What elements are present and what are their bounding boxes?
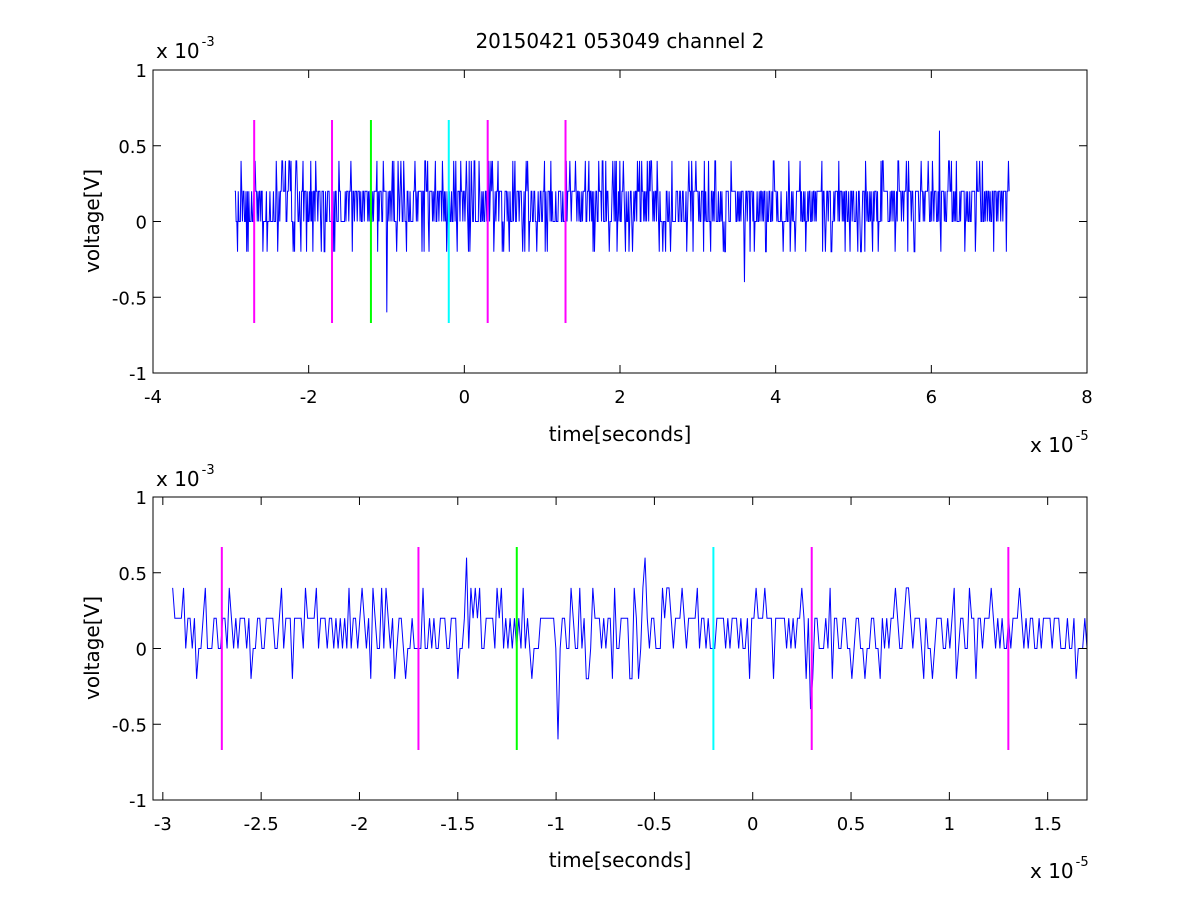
bottom-x-tick-label: -3: [154, 814, 172, 835]
bottom-signal-trace-layer: [172, 557, 1088, 740]
bottom-x-tick-label: 1.5: [1033, 814, 1062, 835]
bottom-y-tick-label: -1: [129, 791, 147, 812]
bottom-x-multiplier: x 10 -5: [1030, 855, 1089, 883]
top-x-tick-label: 4: [770, 387, 781, 408]
bottom-y-axis-label: voltage[V]: [80, 596, 104, 700]
bottom-ticks: -3 -2.5 -2 -1.5 -1 -0.5 0 0.5 1 1.5 -1 -0.5 0 0.5 1: [112, 488, 1087, 835]
bottom-x-axis-label: time[seconds]: [549, 848, 692, 872]
bottom-signal-trace: [172, 557, 1088, 740]
bottom-subplot: -3 -2.5 -2 -1.5 -1 -0.5 0 0.5 1 1.5 -1 -0.5 0 0.5 1 ti…: [80, 463, 1089, 883]
figure-title: 20150421 053049 channel 2: [475, 29, 764, 53]
top-x-tick-label: -2: [300, 387, 318, 408]
top-x-tick-label: 8: [1081, 387, 1092, 408]
top-y-tick-label: 1: [136, 61, 147, 82]
top-x-tick-label: 0: [459, 387, 470, 408]
top-y-axis-label: voltage[V]: [80, 169, 104, 273]
top-marker-lines: [253, 119, 567, 324]
bottom-x-tick-label: -2: [350, 814, 368, 835]
top-subplot: -4 -2 0 2 4 6 8 -1 -0.5 0 0.5 1 time[seconds] volta…: [80, 35, 1093, 457]
top-x-tick-label: 6: [926, 387, 937, 408]
top-x-tick-label: -4: [144, 387, 162, 408]
top-x-axis-label: time[seconds]: [549, 422, 692, 446]
bottom-x-tick-label: -1: [547, 814, 565, 835]
top-x-multiplier: x 10 -5: [1030, 429, 1089, 457]
top-y-tick-label: 0.5: [118, 137, 147, 158]
bottom-x-tick-label: 0: [747, 814, 758, 835]
bottom-x-tick-label: -2.5: [244, 814, 279, 835]
top-ticks: -4 -2 0 2 4 6 8 -1 -0.5 0 0.5 1: [112, 61, 1093, 408]
top-y-tick-label: -1: [129, 364, 147, 385]
bottom-y-tick-label: 0: [136, 640, 147, 661]
bottom-x-tick-label: 0.5: [837, 814, 866, 835]
top-y-tick-label: 0: [136, 213, 147, 234]
bottom-y-tick-label: 1: [136, 488, 147, 509]
top-signal-trace-layer: [234, 130, 1010, 313]
bottom-marker-lines: [220, 546, 1010, 751]
bottom-x-tick-label: -1.5: [440, 814, 475, 835]
top-y-multiplier: x 10 -3: [156, 35, 215, 63]
top-x-tick-label: 2: [614, 387, 625, 408]
top-y-tick-label: -0.5: [112, 288, 147, 309]
bottom-y-tick-label: 0.5: [118, 564, 147, 585]
bottom-x-tick-label: 1: [944, 814, 955, 835]
bottom-y-tick-label: -0.5: [112, 715, 147, 736]
bottom-x-tick-label: -0.5: [637, 814, 672, 835]
bottom-y-multiplier: x 10 -3: [156, 463, 215, 491]
top-signal-trace: [234, 130, 1010, 313]
